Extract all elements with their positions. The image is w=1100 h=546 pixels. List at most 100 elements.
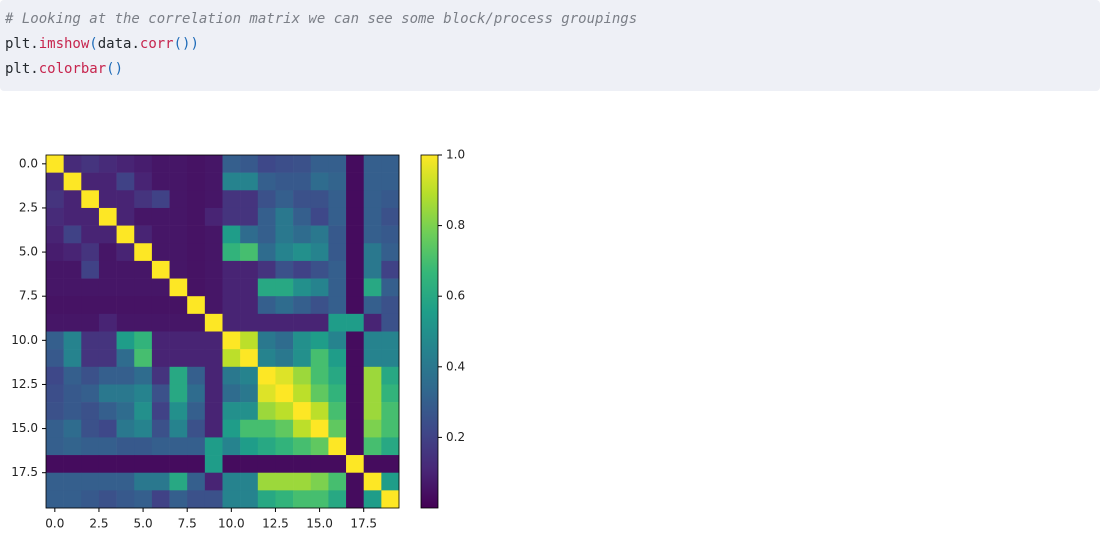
heatmap-cell [275,225,294,244]
heatmap-cell [346,384,364,403]
heatmap-cell [293,419,312,438]
heatmap-cell [257,296,276,315]
heatmap-cell [310,207,329,226]
heatmap-cell [151,155,170,173]
heatmap-cell [346,437,364,456]
heatmap-cell [240,260,259,279]
code-line: # Looking at the correlation matrix we c… [5,7,1100,32]
heatmap-cell [381,225,400,244]
heatmap-cell [328,296,347,315]
heatmap-cell [310,278,329,297]
heatmap-cell [151,490,170,509]
heatmap-cell [328,155,347,173]
heatmap-cell [46,243,64,262]
code: # Looking at the correlation matrix we c… [0,0,1100,82]
heatmap-cell [222,490,241,509]
heatmap-cell [346,419,364,438]
heatmap-cell [204,349,223,368]
heatmap-cell [363,172,382,191]
heatmap-cell [328,278,347,297]
heatmap-cell [204,278,223,297]
heatmap-cell [257,225,276,244]
code-cell[interactable]: # Looking at the correlation matrix we c… [0,0,1100,91]
heatmap-cell [81,207,100,226]
heatmap-cell [81,402,100,421]
token: imshow [38,36,90,52]
heatmap-cell [134,472,153,491]
heatmap-cell [63,331,82,350]
heatmap-cell [310,384,329,403]
heatmap-cell [151,402,170,421]
heatmap-cell [346,313,364,332]
heatmap-cell [81,190,100,209]
heatmap-cell [116,155,135,173]
heatmap-cell [187,331,206,350]
heatmap-cell [169,349,188,368]
heatmap-cell [63,225,82,244]
heatmap-cell [187,296,206,315]
heatmap-cell [381,384,400,403]
heatmap-cell [46,490,64,509]
heatmap-cell [46,437,64,456]
heatmap-cell [240,313,259,332]
heatmap-cell [293,155,312,173]
heatmap-cell [222,349,241,368]
heatmap-cell [187,455,206,473]
heatmap-cell [293,490,312,509]
heatmap-cell [293,331,312,350]
heatmap-cell [151,172,170,191]
heatmap-cell [187,490,206,509]
heatmap-cell [46,278,64,297]
heatmap-cell [240,437,259,456]
heatmap-cell [134,190,153,209]
heatmap-cell [187,349,206,368]
heatmap-cell [63,172,82,191]
heatmap-cell [363,419,382,438]
heatmap-cell [222,207,241,226]
heatmap-cell [240,490,259,509]
heatmap-cell [187,366,206,385]
heatmap-cell [81,260,100,279]
heatmap-cell [116,243,135,262]
heatmap-cell [293,296,312,315]
heatmap-cell [169,172,188,191]
heatmap-cell [257,402,276,421]
heatmap-cell [134,419,153,438]
heatmap-cell [310,366,329,385]
heatmap-cell [46,313,64,332]
heatmap-cell [257,455,276,473]
heatmap-cell [187,155,206,173]
heatmap-cell [328,402,347,421]
heatmap-cell [381,472,400,491]
heatmap-cell [81,384,100,403]
heatmap-cell [363,366,382,385]
heatmap-cell [363,296,382,315]
token: colorbar [38,61,107,77]
heatmap-cell [116,313,135,332]
heatmap-cell [81,419,100,438]
heatmap-cell [240,366,259,385]
heatmap-cell [204,419,223,438]
heatmap-cell [116,331,135,350]
heatmap-cell [240,207,259,226]
heatmap-cell [151,349,170,368]
heatmap-cell [63,419,82,438]
heatmap-cell [151,243,170,262]
token: ( [89,36,98,52]
heatmap-cell [240,455,259,473]
heatmap-cell [134,207,153,226]
heatmap-cell [169,366,188,385]
heatmap-cell [240,190,259,209]
heatmap-cell [310,172,329,191]
heatmap-cell [187,225,206,244]
y-tick-label: 12.5 [11,377,38,391]
heatmap-cell [134,437,153,456]
heatmap-cell [169,155,188,173]
heatmap-cell [187,472,206,491]
heatmap-cell [116,490,135,509]
heatmap-cell [46,366,64,385]
heatmap-cell [46,225,64,244]
code-line: plt.colorbar() [5,57,1100,82]
heatmap-cell [98,190,117,209]
y-tick-label: 5.0 [19,245,38,259]
